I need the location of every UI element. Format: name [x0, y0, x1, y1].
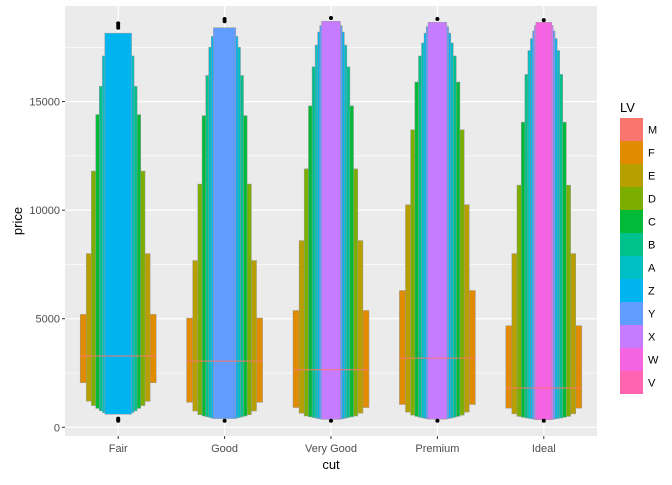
legend-label: Z [648, 286, 655, 298]
letter-value-boxes [79, 20, 583, 420]
legend-label: F [648, 148, 655, 160]
legend-label: W [648, 355, 659, 367]
lv-box-good-y [213, 27, 237, 419]
legend-key-v [620, 371, 643, 394]
outlier-point [435, 418, 440, 423]
legend-key-f [620, 141, 643, 164]
outlier-point [222, 418, 227, 423]
y-tick-label: 10000 [29, 205, 60, 217]
outlier-point [435, 17, 440, 22]
legend-label: E [648, 171, 655, 183]
axes: 0 5000 10000 15000 Fair Good Very Good Premium I… [29, 97, 555, 455]
legend-key-a [620, 256, 643, 279]
legend-label: C [648, 217, 656, 229]
outlier-point [541, 418, 546, 423]
lv-box-very-good-x [321, 20, 341, 420]
outlier-point [541, 18, 546, 23]
y-tick-label: 5000 [36, 314, 60, 326]
legend-title: LV [620, 100, 635, 115]
legend-label: M [648, 125, 657, 137]
outlier-point [329, 418, 333, 423]
outlier-points [116, 15, 546, 423]
legend-key-c [620, 210, 643, 233]
legend-label: A [648, 263, 656, 275]
legend-key-x [620, 325, 643, 348]
y-tick-label: 15000 [29, 97, 60, 109]
x-tick-label: Fair [109, 443, 128, 455]
legend-label: V [648, 378, 656, 390]
x-tick-label: Premium [415, 443, 459, 455]
legend-label: B [648, 240, 655, 252]
legend-key-w [620, 348, 643, 371]
lv-box-ideal-w [535, 22, 552, 420]
outlier-point [116, 418, 121, 423]
x-axis-title: cut [322, 457, 340, 472]
x-tick-label: Good [211, 443, 238, 455]
legend-key-d [620, 187, 643, 210]
legend-key-y [620, 302, 643, 325]
legend-key-b [620, 233, 643, 256]
legend-key-e [620, 164, 643, 187]
lv-box-fair-z [104, 32, 132, 415]
y-axis-title: price [10, 207, 25, 235]
lv-box-premium-x [427, 22, 448, 420]
outlier-point [222, 17, 227, 22]
x-tick-label: Ideal [532, 443, 556, 455]
outlier-point [329, 15, 333, 20]
x-tick-label: Very Good [305, 443, 357, 455]
legend-label: X [648, 332, 656, 344]
legend-label: D [648, 194, 656, 206]
y-tick-label: 0 [54, 422, 60, 434]
legend-label: Y [648, 309, 656, 321]
legend-key-m [620, 118, 643, 141]
outlier-point [116, 21, 121, 26]
legend-key-z [620, 279, 643, 302]
